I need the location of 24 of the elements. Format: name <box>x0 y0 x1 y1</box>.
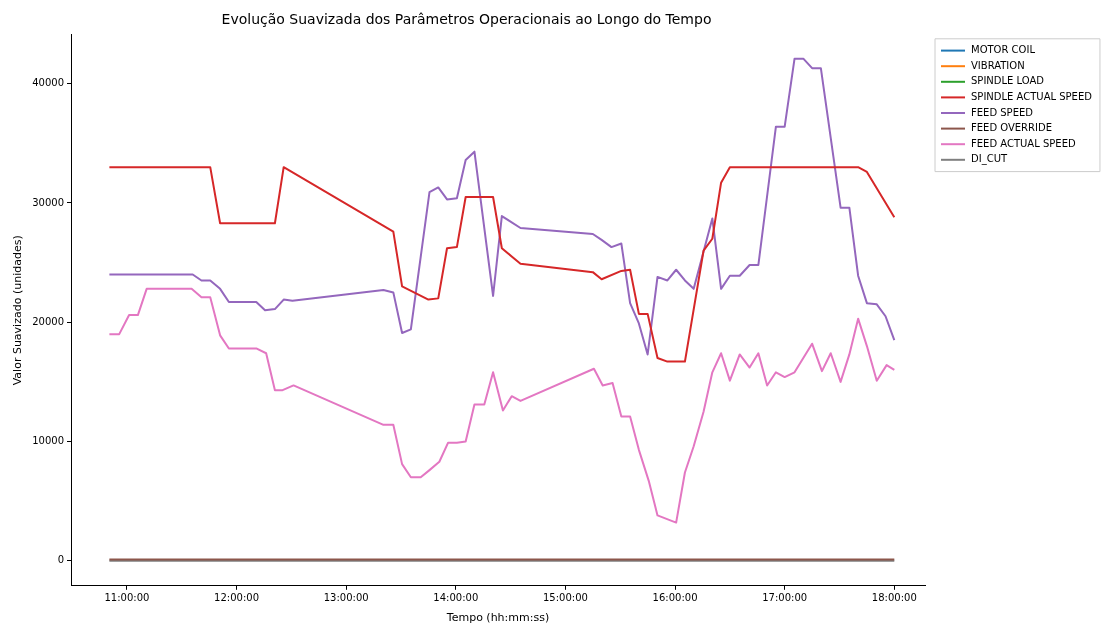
x-tick-label: 14:00:00 <box>433 592 479 604</box>
legend-label: FEED OVERRIDE <box>971 122 1052 134</box>
legend-label: FEED SPEED <box>971 106 1034 118</box>
x-tick-label: 15:00:00 <box>542 592 588 604</box>
x-tick-label: 11:00:00 <box>104 592 150 604</box>
x-tick-label: 16:00:00 <box>652 592 698 604</box>
y-tick-label: 30000 <box>32 196 65 208</box>
legend-label: FEED ACTUAL SPEED <box>971 137 1076 149</box>
chart-title: Evolução Suavizada dos Parâmetros Operacionais ao Longo do Tempo <box>221 11 712 28</box>
legend-label: DI_CUT <box>971 153 1008 166</box>
y-tick-label: 20000 <box>32 315 65 327</box>
legend-label: VIBRATION <box>971 59 1025 71</box>
x-tick-label: 18:00:00 <box>871 592 917 604</box>
y-axis-title: Valor Suavizado (unidades) <box>11 235 25 386</box>
y-tick-label: 40000 <box>32 77 65 89</box>
legend-label: SPINDLE ACTUAL SPEED <box>971 90 1093 102</box>
y-tick-label: 10000 <box>32 435 65 447</box>
x-tick-label: 13:00:00 <box>323 592 369 604</box>
legend-label: SPINDLE LOAD <box>971 75 1045 87</box>
x-axis-title: Tempo (hh:mm:ss) <box>445 611 550 625</box>
y-tick-label: 0 <box>57 554 65 566</box>
x-tick-label: 17:00:00 <box>762 592 808 604</box>
x-tick-label: 12:00:00 <box>214 592 260 604</box>
legend-label: MOTOR COIL <box>971 44 1036 56</box>
